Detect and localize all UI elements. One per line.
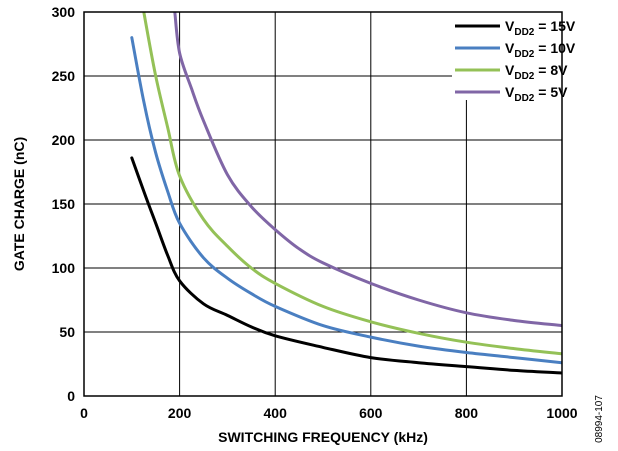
legend-label-symbol: V [505, 84, 515, 100]
series-line-0 [130, 156, 562, 375]
x-tick-label: 600 [359, 405, 383, 421]
legend-label-1: VDD2 = 10V [505, 40, 576, 60]
x-tick-labels: 0 200 400 600 800 1000 [80, 405, 578, 421]
legend-label-2: VDD2 = 8V [505, 62, 568, 82]
series-line-3 [173, 12, 562, 328]
y-tick-label: 300 [52, 4, 76, 20]
legend-label-subscript: DD2 [514, 27, 534, 38]
y-tick-label: 100 [52, 260, 76, 276]
legend-label-symbol: V [505, 40, 515, 56]
y-axis-title: GATE CHARGE (nC) [11, 137, 27, 271]
x-axis-title: SWITCHING FREQUENCY (kHz) [218, 429, 428, 445]
plot-frame [83, 11, 563, 397]
series-layer [130, 12, 562, 375]
x-tick-label: 800 [455, 405, 479, 421]
legend-label-subscript: DD2 [514, 71, 534, 82]
figure-id: 08994-107 [594, 395, 605, 443]
legend-label-symbol: V [505, 18, 515, 34]
y-tick-label: 250 [52, 68, 76, 84]
legend-label-subscript: DD2 [514, 93, 534, 104]
series-line-1 [130, 36, 562, 365]
series-line-2 [142, 12, 562, 356]
x-tick-label: 1000 [546, 405, 577, 421]
y-tick-label: 200 [52, 132, 76, 148]
legend-label-0: VDD2 = 15V [505, 18, 576, 38]
y-tick-label: 150 [52, 196, 76, 212]
legend-label-value: = 8V [534, 62, 568, 78]
x-tick-label: 400 [264, 405, 288, 421]
legend-label-3: VDD2 = 5V [505, 84, 568, 104]
y-tick-label: 50 [59, 324, 75, 340]
legend-label-value: = 10V [534, 40, 576, 56]
y-tick-labels: 0 50 100 150 200 250 300 [52, 4, 76, 404]
x-tick-label: 200 [168, 405, 192, 421]
legend-label-symbol: V [505, 62, 515, 78]
legend-label-subscript: DD2 [514, 49, 534, 60]
y-tick-label: 0 [67, 388, 75, 404]
x-tick-label: 0 [80, 405, 88, 421]
legend-label-value: = 5V [534, 84, 568, 100]
legend-label-value: = 15V [534, 18, 576, 34]
